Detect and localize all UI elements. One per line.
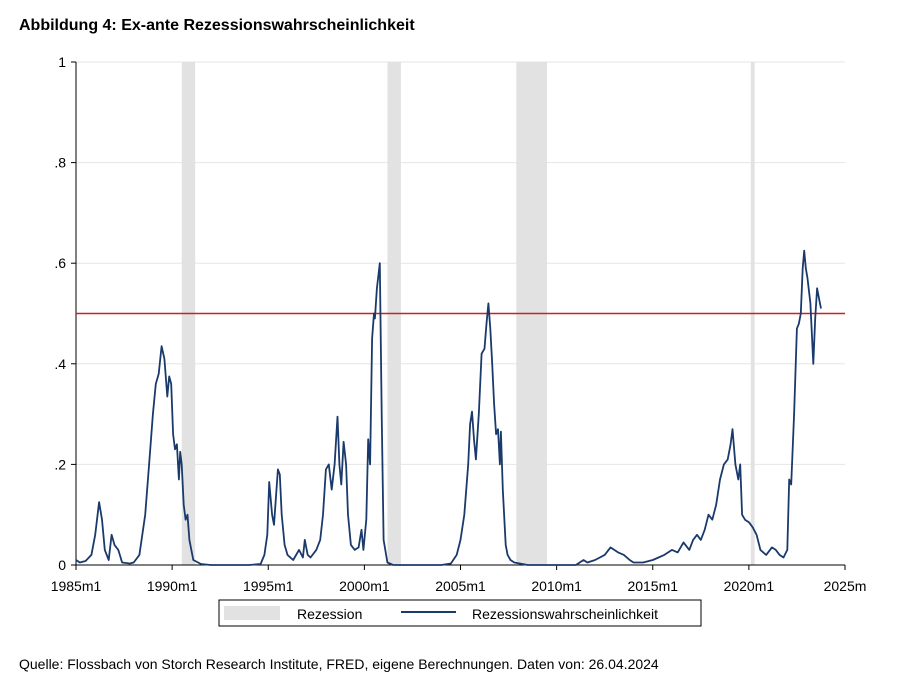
x-tick-label: 2000m1	[339, 578, 390, 594]
x-tick-label: 2025m	[824, 578, 867, 594]
recession-probability-chart: 0 .2 .4 .6 .8 1 1985m1 1990m1 1995m1 2000m1 2005m1…	[51, 54, 867, 627]
y-tick-label: .2	[54, 456, 66, 472]
legend-swatch-recession	[224, 606, 280, 620]
x-tick-label: 2010m1	[531, 578, 582, 594]
source-note: Quelle: Flossbach von Storch Research In…	[19, 656, 659, 672]
legend-box	[218, 599, 702, 627]
grid-lines	[76, 61, 845, 465]
y-tick-label: .6	[54, 255, 66, 271]
x-tick-label: 1985m1	[51, 578, 102, 594]
chart-title: Abbildung 4: Ex-ante Rezessionswahrschei…	[19, 17, 415, 34]
y-tick-label: 0	[58, 557, 66, 573]
axes: 0 .2 .4 .6 .8 1 1985m1 1990m1 1995m1 2000m1 2005m1…	[51, 54, 867, 594]
series-line-probability	[75, 249, 822, 566]
x-tick-label: 2015m1	[627, 578, 678, 594]
legend-label-probability: Rezessionswahrscheinlichkeit	[472, 606, 658, 622]
y-tick-label: .8	[54, 155, 66, 171]
series-layer	[75, 249, 822, 566]
x-tick-label: 2005m1	[435, 578, 486, 594]
legend-label-recession: Rezession	[297, 606, 362, 622]
legend: Rezession Rezessionswahrscheinlichkeit	[218, 599, 702, 627]
x-tick-label: 1990m1	[147, 578, 198, 594]
y-tick-label: 1	[58, 54, 66, 70]
y-tick-label: .4	[54, 356, 66, 372]
x-tick-label: 2020m1	[724, 578, 775, 594]
x-tick-label: 1995m1	[243, 578, 294, 594]
